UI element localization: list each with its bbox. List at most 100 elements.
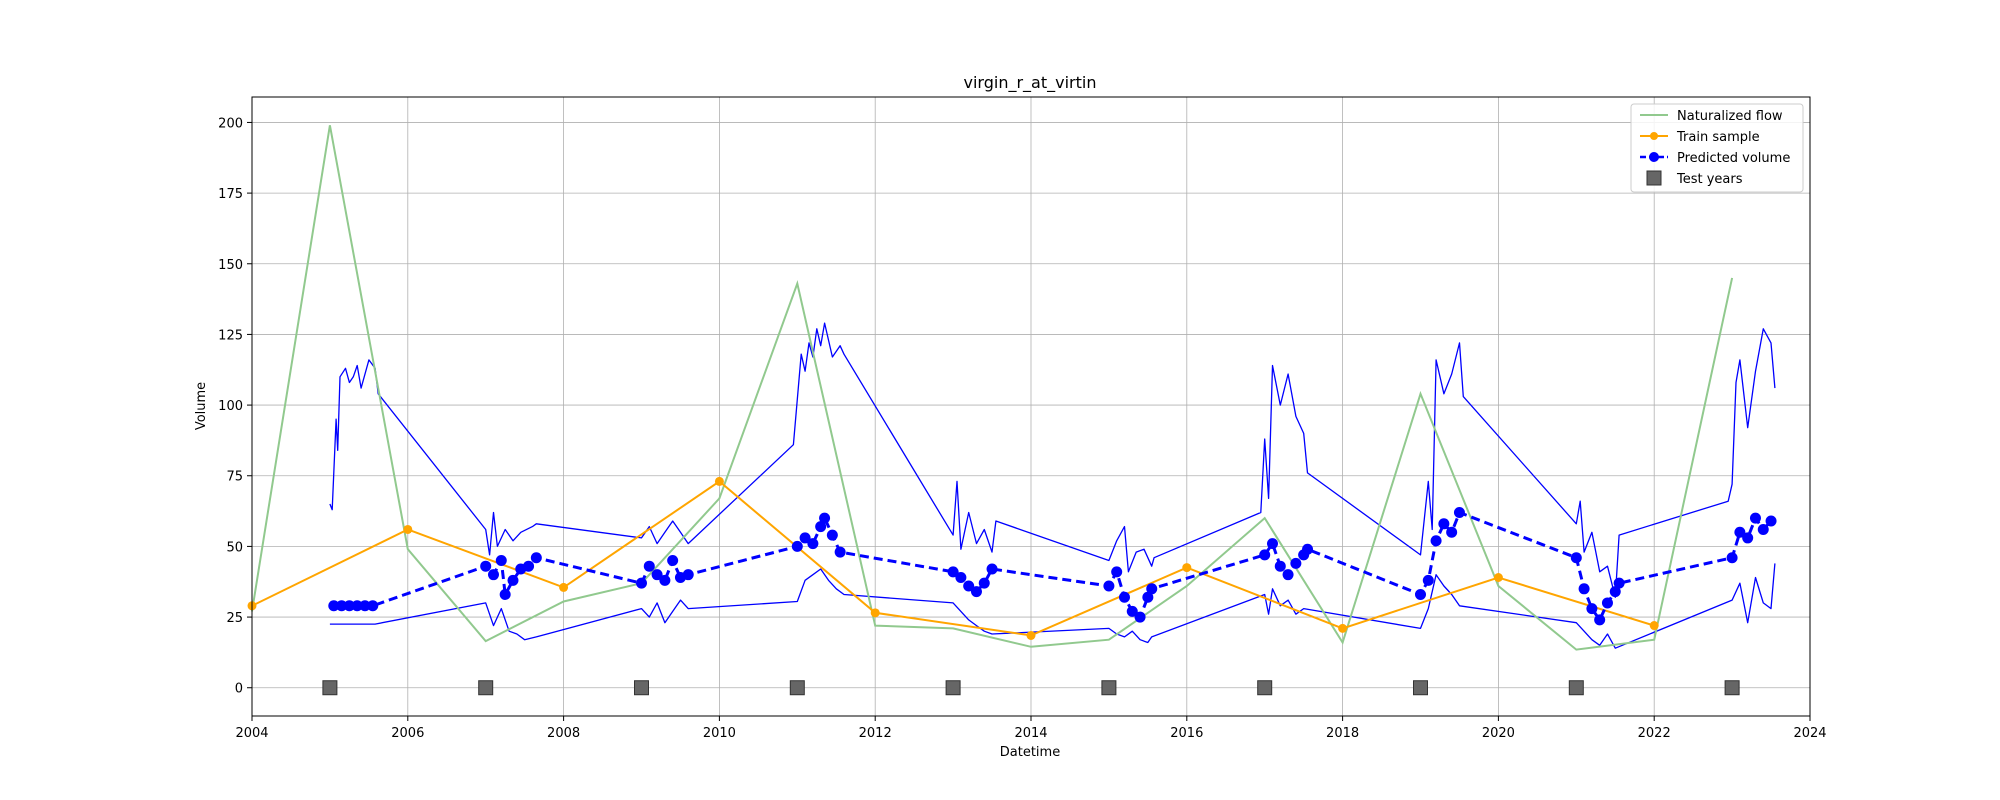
y-tick-label: 25 [226,611,243,626]
legend-label-train-sample: Train sample [1676,130,1760,145]
predicted-volume-point [1103,580,1115,592]
test-year-marker [634,680,649,696]
predicted-volume-point [791,540,803,552]
x-tick-label: 2016 [1170,726,1203,741]
predicted-volume-point [1601,597,1613,609]
predicted-volume-point [986,563,998,575]
x-tick-label: 2008 [547,726,580,741]
predicted-volume-point [1302,543,1314,555]
x-tick-label: 2010 [703,726,736,741]
predicted-volume-point [1609,586,1621,598]
y-tick-label: 75 [226,470,243,485]
test-year-marker [1257,680,1273,696]
predicted-volume-point [1111,566,1123,578]
x-axis-title: Datetime [1000,745,1060,760]
predicted-volume-point [1757,523,1769,535]
predicted-volume-point [1749,512,1761,524]
predicted-volume-point [1742,532,1754,544]
predicted-volume-point [1453,506,1465,518]
y-tick-label: 200 [218,116,243,131]
x-tick-label: 2020 [1482,726,1515,741]
predicted-volume-point [1734,526,1746,538]
interval-band-line [329,322,1776,598]
predicted-volume-point [1594,614,1606,626]
predicted-volume-point [1726,552,1738,564]
train-sample-line [251,480,1655,637]
predicted-volume-point [1282,569,1294,581]
train-sample-point [559,582,569,592]
predicted-volume-point [495,555,507,567]
predicted-volume-point [530,552,542,564]
y-tick-label: 50 [226,540,243,555]
legend-box [1630,103,1804,193]
legend: Naturalized flow Train sample Predicted … [1630,103,1804,193]
x-tick-label: 2024 [1793,726,1826,741]
predicted-volume-point [1126,605,1138,617]
predicted-volume-point [359,600,371,612]
predicted-volume-point [1570,552,1582,564]
predicted-volume-point [947,566,959,578]
legend-marker-predicted-volume [1649,152,1659,162]
predicted-volume-point [480,560,492,572]
test-year-marker [1413,680,1428,696]
predicted-volume-point [819,512,831,524]
predicted-volume-point [799,532,811,544]
chart-title: virgin_r_at_virtin [964,73,1097,93]
test-year-marker [789,680,805,696]
y-axis-title: Volume [194,382,209,430]
predicted-volume-point [970,586,982,598]
predicted-volume-point [1290,557,1302,569]
x-tick-label: 2014 [1014,726,1047,741]
y-tick-label: 125 [218,328,243,343]
predicted-volume-point [955,572,967,584]
predicted-volume-point [1578,583,1590,595]
predicted-volume-point [659,574,671,586]
predicted-volume-point [636,577,647,589]
naturalized-flow-line [251,125,1734,651]
predicted-volume-point [1765,515,1777,527]
train-sample-point [1182,563,1192,573]
predicted-volume-point [1422,574,1434,586]
predicted-volume-point [367,600,379,612]
legend-marker-train-sample [1650,132,1658,140]
predicted-volume-point [487,569,499,581]
predicted-volume-point [1446,526,1458,538]
legend-marker-test-years [1646,170,1662,186]
legend-label-naturalized-flow: Naturalized flow [1677,109,1783,124]
predicted-volume-point [1259,549,1271,561]
train-sample-point [1649,621,1659,631]
train-sample-point [1338,623,1348,633]
predicted-volume-point [1430,535,1442,547]
predicted-volume-point [815,521,827,533]
train-sample-point [1026,630,1036,640]
test-year-marker [945,680,961,696]
y-tick-label: 100 [218,399,243,414]
predicted-volume-point [682,569,694,581]
x-tick-label: 2012 [859,726,892,741]
x-tick-label: 2018 [1326,726,1359,741]
predicted-volume-point [523,560,535,572]
predicted-volume-point [343,600,355,612]
test-year-marker [1101,680,1117,696]
x-tick-label: 2004 [235,726,268,741]
y-tick-label: 0 [235,682,243,697]
predicted-volume-point [507,574,519,586]
predicted-volume-point [1586,603,1598,615]
ticks: 2004 2006 2008 2010 2012 2014 2016 2018 2020 2022… [218,116,1826,741]
x-tick-label: 2022 [1638,726,1671,741]
predicted-volume-point [1266,538,1278,550]
legend-label-predicted-volume: Predicted volume [1677,151,1790,166]
predicted-volume-point [643,560,655,572]
test-year-marker [478,680,494,696]
test-year-marker [322,680,338,696]
test-year-marker [1568,680,1584,696]
interval-band-line [329,563,1776,649]
test-year-marker [1724,680,1740,696]
predicted-volume-point [826,529,838,541]
predicted-volume-point [1613,577,1625,589]
predicted-volume-point [1118,591,1130,603]
series-layer [247,125,1777,696]
train-sample-point [403,524,413,534]
predicted-volume-point [667,555,679,567]
legend-label-test-years: Test years [1676,172,1743,187]
